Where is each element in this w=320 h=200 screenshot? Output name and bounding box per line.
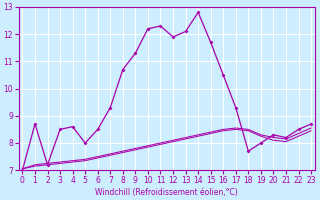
X-axis label: Windchill (Refroidissement éolien,°C): Windchill (Refroidissement éolien,°C) <box>95 188 238 197</box>
